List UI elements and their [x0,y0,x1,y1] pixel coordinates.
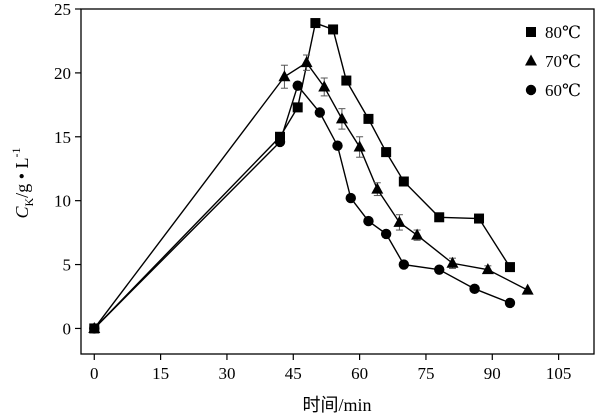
data-point-circle [504,297,516,309]
data-point-square [341,75,352,86]
data-point-circle [469,283,480,295]
y-tick-label: 10 [54,192,71,211]
x-tick-label: 90 [484,364,501,383]
data-point-triangle [300,56,313,68]
y-axis-label: CK/g • L-1 [9,148,36,219]
x-axis-label: 时间/min [302,395,371,415]
y-axis-label-main: C [12,206,32,219]
data-point-triangle [411,228,424,240]
data-point-square [398,176,409,187]
data-point-triangle [446,256,459,268]
legend-marker-square [526,27,536,37]
series-line [93,22,511,329]
x-tick-label: 75 [417,364,434,383]
data-point-circle [345,192,356,204]
data-point-circle [292,80,303,91]
data-point-triangle [353,140,366,152]
data-point-circle [398,259,410,270]
data-point-triangle [371,182,384,194]
data-point-circle [363,215,374,227]
data-point-triangle [318,80,331,92]
legend-label-triangle: 70℃ [545,52,581,71]
legend: 80℃ 70℃ 60℃ [525,23,581,100]
y-tick-label: 5 [63,256,72,275]
y-tick-label: 15 [54,128,71,147]
plot-frame [80,8,595,355]
data-point-triangle [481,263,494,275]
x-tick-label: 45 [285,364,302,383]
y-axis-label-sub: K [22,197,36,206]
x-tick-label: 60 [351,364,368,383]
x-tick-label: 105 [546,364,572,383]
data-point-triangle [521,283,534,295]
series-circle [89,80,516,334]
data-point-circle [274,136,286,148]
series-line [93,84,511,329]
data-point-square [328,24,339,35]
y-tick-label: 25 [54,0,71,19]
legend-label-square: 80℃ [545,23,581,42]
axis-ticks: 0 15 30 45 60 75 90 105 0 5 10 15 20 25 [54,0,571,383]
data-point-square [310,18,321,29]
data-point-circle [380,228,392,240]
y-axis-label-rest: /g • L [12,158,32,198]
x-tick-label: 15 [152,364,169,383]
data-point-circle [434,264,445,275]
y-axis-label-sup: -1 [9,148,23,158]
series-triangle [88,54,534,333]
x-tick-label: 0 [90,364,99,383]
data-point-square [363,113,374,124]
data-point-square [381,147,392,158]
data-point-square [434,212,445,223]
legend-marker-circle [525,84,537,96]
legend-label-circle: 60℃ [545,81,581,100]
series-layer [88,18,534,334]
y-tick-label: 20 [54,64,71,83]
data-point-square [292,102,303,113]
data-point-circle [89,323,100,334]
data-point-circle [332,140,343,151]
data-point-square [504,262,515,273]
legend-marker-triangle [525,54,537,66]
x-tick-label: 30 [218,364,235,383]
data-point-triangle [335,112,348,124]
data-point-triangle [393,215,406,227]
data-point-circle [314,107,326,118]
y-tick-label: 0 [63,319,72,338]
data-point-square [474,213,485,224]
data-point-triangle [278,70,291,82]
